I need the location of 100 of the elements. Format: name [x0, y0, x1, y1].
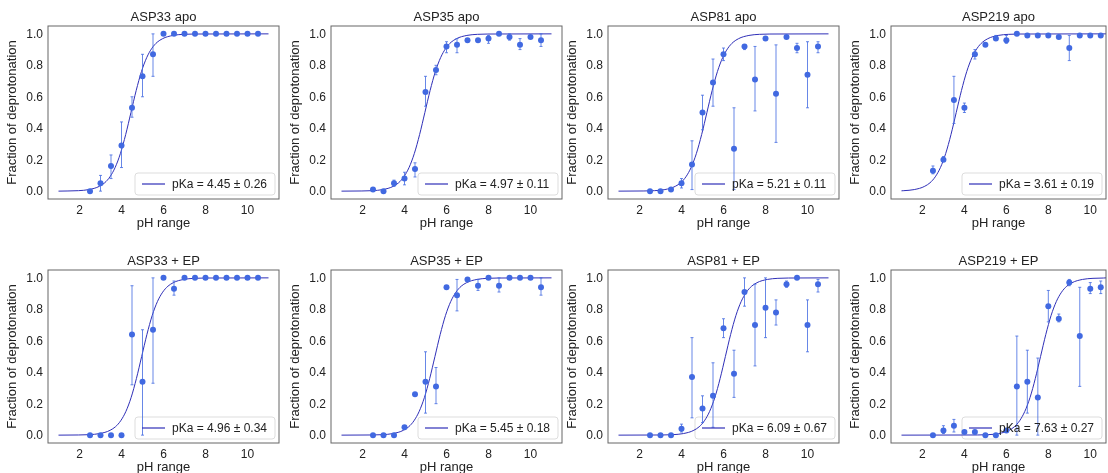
legend-label: pKa = 4.96 ± 0.34 — [172, 421, 268, 435]
x-axis-title: pH range — [971, 459, 1026, 473]
x-tick-label: 8 — [202, 447, 210, 461]
y-tick-label: 1.0 — [586, 270, 604, 285]
x-tick-label: 10 — [1083, 447, 1098, 461]
y-tick-label: 0.2 — [26, 152, 44, 167]
y-tick-label: 0.2 — [869, 396, 887, 411]
y-tick-label: 0.4 — [869, 365, 887, 380]
y-tick-label: 0.8 — [26, 58, 44, 73]
y-tick-label: 0.6 — [26, 333, 44, 348]
y-tick-label: 0.0 — [26, 184, 44, 199]
x-tick-label: 8 — [1044, 203, 1052, 217]
y-tick-label: 0.8 — [869, 58, 887, 73]
y-tick-label: 0.6 — [586, 89, 604, 104]
x-axis-title: pH range — [419, 459, 474, 473]
y-tick-label: 0.6 — [586, 333, 604, 348]
y-tick-label: 0.2 — [26, 396, 44, 411]
x-tick-label: 2 — [919, 203, 927, 217]
x-tick-label: 10 — [523, 447, 538, 461]
y-tick-label: 0.6 — [309, 89, 327, 104]
x-tick-label: 6 — [1003, 447, 1011, 461]
x-tick-label: 8 — [485, 203, 493, 217]
y-tick-label: 0.8 — [309, 302, 327, 317]
legend-label: pKa = 5.21 ± 0.11 — [732, 177, 827, 191]
y-tick-label: 0.4 — [586, 121, 604, 136]
x-tick-label: 2 — [636, 203, 644, 217]
legend-label: pKa = 5.45 ± 0.18 — [455, 421, 551, 435]
y-tick-label: 1.0 — [309, 270, 327, 285]
y-tick-label: 0.0 — [309, 184, 327, 199]
x-axis-title: pH range — [419, 215, 474, 230]
x-tick-label: 4 — [401, 447, 409, 461]
chart-title: ASP33 + EP — [127, 253, 200, 268]
y-tick-label: 1.0 — [869, 26, 887, 41]
y-tick-label: 0.4 — [26, 121, 44, 136]
chart-title: ASP81 + EP — [687, 253, 760, 268]
y-tick-label: 1.0 — [26, 26, 44, 41]
y-tick-label: 0.0 — [26, 428, 44, 443]
y-tick-label: 0.8 — [26, 302, 44, 317]
x-tick-label: 4 — [401, 203, 409, 217]
x-tick-label: 2 — [359, 447, 367, 461]
x-tick-label: 10 — [523, 203, 538, 217]
x-tick-label: 10 — [800, 447, 815, 461]
y-tick-label: 1.0 — [26, 270, 44, 285]
x-tick-label: 6 — [720, 447, 728, 461]
y-tick-label: 0.2 — [869, 152, 887, 167]
legend-label: pKa = 3.61 ± 0.19 — [999, 177, 1095, 191]
chart-title: ASP81 apo — [690, 9, 757, 24]
x-tick-label: 4 — [961, 447, 969, 461]
x-tick-label: 2 — [76, 447, 84, 461]
y-axis-title: Fraction of deprotonation — [4, 40, 19, 185]
y-tick-label: 0.8 — [869, 302, 887, 317]
y-tick-label: 0.0 — [586, 428, 604, 443]
y-tick-label: 0.6 — [869, 333, 887, 348]
y-tick-label: 0.6 — [869, 89, 887, 104]
y-tick-label: 0.4 — [586, 365, 604, 380]
y-tick-label: 0.8 — [309, 58, 327, 73]
y-axis-title: Fraction of deprotonation — [847, 284, 862, 429]
y-tick-label: 0.6 — [309, 333, 327, 348]
y-tick-label: 0.2 — [586, 152, 604, 167]
x-axis-title: pH range — [696, 459, 751, 473]
x-tick-label: 4 — [678, 203, 686, 217]
x-tick-label: 6 — [160, 203, 168, 217]
y-tick-label: 1.0 — [586, 26, 604, 41]
text: pKa = 6.09 ± 0.67 — [732, 421, 828, 435]
x-axis-title: pH range — [971, 215, 1026, 230]
x-tick-label: 10 — [240, 203, 255, 217]
y-tick-label: 0.4 — [26, 365, 44, 380]
y-axis-title: Fraction of deprotonation — [847, 40, 862, 185]
y-tick-label: 0.6 — [26, 89, 44, 104]
y-tick-label: 0.0 — [869, 184, 887, 199]
y-tick-label: 0.8 — [586, 302, 604, 317]
x-tick-label: 2 — [359, 203, 367, 217]
x-tick-label: 6 — [443, 203, 451, 217]
chart-title: ASP35 apo — [413, 9, 480, 24]
y-axis-title: Fraction of deprotonation — [564, 40, 579, 185]
x-tick-label: 6 — [160, 447, 168, 461]
y-tick-label: 0.0 — [309, 428, 327, 443]
y-tick-label: 0.8 — [586, 58, 604, 73]
x-tick-label: 4 — [118, 447, 126, 461]
x-tick-label: 6 — [443, 447, 451, 461]
y-tick-label: 0.4 — [309, 121, 327, 136]
chart-title: ASP219 + EP — [958, 253, 1039, 268]
x-tick-label: 4 — [118, 203, 126, 217]
chart-title: ASP33 apo — [130, 9, 197, 24]
y-axis-title: Fraction of deprotonation — [4, 284, 19, 429]
x-tick-label: 8 — [762, 203, 770, 217]
x-tick-label: 4 — [678, 447, 686, 461]
x-axis-title: pH range — [696, 215, 751, 230]
y-axis-title: Fraction of deprotonation — [564, 284, 579, 429]
y-tick-label: 0.4 — [309, 365, 327, 380]
y-tick-label: 0.4 — [869, 121, 887, 136]
x-tick-label: 6 — [720, 203, 728, 217]
chart-title: ASP219 apo — [961, 9, 1036, 24]
y-tick-label: 0.2 — [309, 152, 327, 167]
y-tick-label: 0.2 — [586, 396, 604, 411]
y-axis-title: Fraction of deprotonation — [287, 284, 302, 429]
x-tick-label: 2 — [76, 203, 84, 217]
legend-label: pKa = 4.97 ± 0.11 — [455, 177, 550, 191]
x-tick-label: 2 — [636, 447, 644, 461]
x-tick-label: 8 — [202, 203, 210, 217]
